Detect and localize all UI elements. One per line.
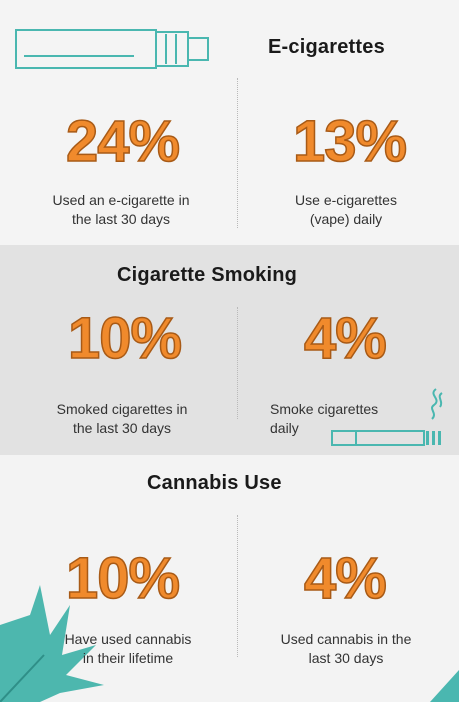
smoke-left-desc: Smoked cigarettes in the last 30 days [56, 401, 188, 436]
cannabis-left-desc: Have used cannabis in their lifetime [64, 631, 192, 666]
cannabis-heading: Cannabis Use [147, 472, 282, 494]
ecigarettes-section: E-cigarettes 24% Used an e-cigarette in … [0, 0, 459, 245]
ecig-left-desc: Used an e-cigarette in the last 30 days [52, 192, 190, 227]
cannabis-left-percent: 10% [65, 546, 181, 611]
cannabis-corner-decoration [430, 670, 459, 702]
ecig-right-desc: Use e-cigarettes (vape) daily [295, 192, 397, 227]
smoke-left-percent: 10% [67, 306, 183, 371]
smoking-heading: Cigarette Smoking [117, 264, 298, 286]
smoke-right-desc: Smoke cigarettes daily [270, 401, 379, 436]
ecig-right-percent: 13% [292, 109, 408, 174]
ecig-left-percent: 24% [65, 109, 181, 174]
smoke-icon [431, 388, 443, 420]
cigarette-smoking-section: Cigarette Smoking 10% Smoked cigarettes … [0, 245, 459, 455]
cannabis-section: Cannabis Use 10% Have used cannabis in t… [0, 455, 459, 702]
ecigarettes-heading: E-cigarettes [268, 36, 385, 58]
cannabis-right-desc: Used cannabis in the last 30 days [280, 631, 412, 666]
cannabis-leaf-icon [0, 585, 104, 702]
cigarette-icon [331, 430, 441, 446]
smoke-right-percent: 4% [303, 306, 387, 371]
e-cigarette-icon [15, 29, 209, 69]
cannabis-right-percent: 4% [303, 546, 387, 611]
